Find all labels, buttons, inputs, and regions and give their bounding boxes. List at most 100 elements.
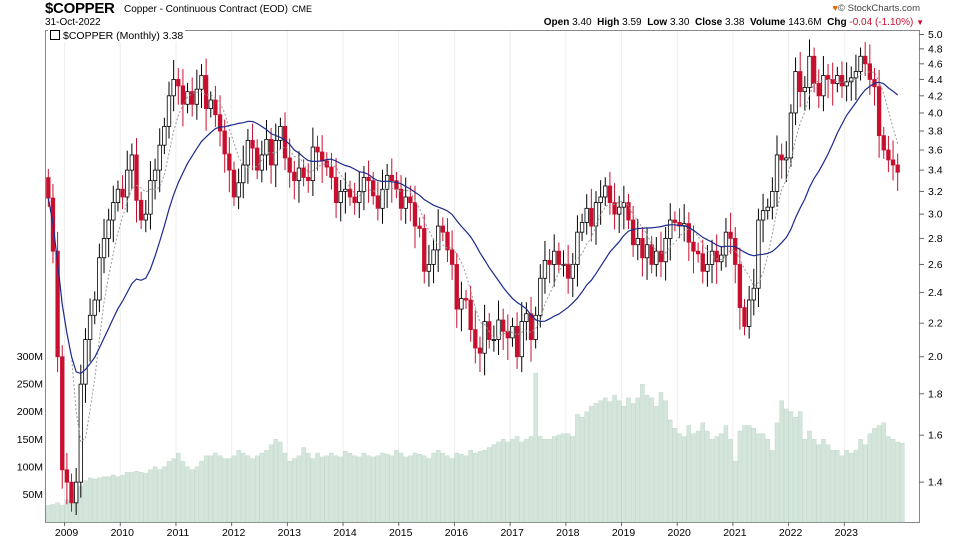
volume-ticks: 300M 250M 200M 150M 100M 50M [17, 351, 43, 501]
volume-bar [347, 452, 353, 523]
volume-bar [231, 455, 237, 523]
candle-body [152, 169, 158, 182]
candle-body [552, 250, 557, 265]
candle-body [319, 151, 325, 162]
candle-body [231, 169, 237, 198]
volume-bar [60, 505, 65, 523]
year-tick-label: 2010 [111, 527, 135, 539]
candle-body [816, 83, 821, 97]
candle-body [273, 139, 278, 166]
volume-bar [310, 458, 316, 523]
price-tick-label: 1.8 [928, 388, 943, 400]
volume-bar [547, 439, 552, 523]
candle-body [120, 188, 125, 198]
candle-body [835, 75, 840, 84]
volume-bar [236, 450, 241, 523]
candle-body [821, 75, 826, 97]
volume-bar [176, 452, 181, 523]
price-tick-label: 1.4 [928, 477, 943, 489]
volume-bar [862, 444, 868, 523]
volume-bar [584, 411, 589, 523]
chg-label: Chg [827, 17, 847, 28]
price-tick-label: 2.8 [928, 233, 943, 245]
candle-body [106, 219, 111, 239]
volume-bar [115, 476, 121, 523]
candle-body [101, 237, 107, 259]
candle-body [798, 71, 803, 93]
volume-bar [890, 439, 896, 523]
volume-bar [524, 439, 529, 523]
candle-body [454, 264, 459, 310]
volume-bar [46, 505, 51, 523]
volume-bar [264, 450, 269, 523]
candle-body [473, 329, 478, 349]
chart-header: $COPPER Copper - Continuous Contract (EO… [0, 0, 960, 30]
volume-bar [756, 433, 761, 523]
year-tick-label: 2022 [779, 527, 803, 539]
candle-body [296, 167, 302, 182]
volume-bar [482, 450, 487, 523]
moving-averages [47, 71, 899, 443]
volume-bar [338, 456, 343, 523]
volume-bar [714, 436, 719, 523]
volume-bar [519, 441, 524, 523]
candle-body [463, 298, 469, 301]
volume-bar [487, 447, 492, 523]
volume-bar [157, 469, 162, 523]
volume-bar [125, 472, 130, 523]
volume-bar [213, 452, 218, 523]
candle-body [46, 177, 51, 199]
volume-bar [315, 452, 320, 523]
volume-bar [180, 461, 186, 523]
price-tick-label: 4.4 [928, 74, 943, 86]
candle-body [565, 264, 571, 279]
price-tick-label: 3.8 [928, 126, 943, 138]
candle-body [570, 264, 575, 279]
candle-body [765, 206, 770, 212]
year-tick-label: 2016 [445, 527, 469, 539]
price-tick-label: 4.8 [928, 43, 943, 55]
candle-body [770, 191, 775, 208]
candle-body [426, 264, 432, 272]
candle-body [654, 250, 659, 265]
volume-bar [737, 430, 743, 523]
open-value: 3.40 [572, 17, 592, 28]
candle-body [111, 202, 116, 221]
candle-body [241, 164, 246, 184]
price-tick-label: 5.0 [928, 29, 943, 41]
price-ticks: 5.0 4.8 4.6 4.4 4.2 4.0 3.8 3.6 3.4 3.2 3.0 2.8 2.6 2… [919, 29, 943, 489]
volume-bar [505, 441, 511, 523]
volume-bar [259, 452, 265, 523]
candle-body [607, 185, 613, 204]
candle-body [259, 154, 264, 171]
volume-bar [816, 444, 821, 523]
candle-body [895, 164, 900, 173]
long-moving-average-line [47, 81, 899, 375]
candle-body [538, 277, 543, 316]
candle-body [389, 174, 394, 182]
candle-body [398, 188, 404, 209]
volume-bar [797, 411, 803, 523]
price-tick-label: 3.2 [928, 186, 943, 198]
candle-body [695, 250, 701, 255]
candle-body [519, 321, 524, 358]
price-tick-label: 4.0 [928, 107, 943, 119]
volume-bar [658, 392, 664, 523]
volume-bar [719, 433, 724, 523]
candle-body [774, 154, 780, 192]
candle-body [784, 157, 789, 161]
volume-bar [807, 430, 812, 523]
year-tick-label: 2021 [723, 527, 747, 539]
candle-body [542, 260, 548, 279]
copyright-label[interactable]: ♥© StockCharts.com [832, 3, 920, 14]
volume-bar [821, 439, 826, 523]
volume-bar [774, 422, 780, 523]
candle-body [802, 87, 808, 93]
volume-bar [426, 458, 432, 523]
candle-body [417, 225, 422, 229]
candle-body [807, 55, 812, 88]
volume-bar [570, 436, 576, 523]
volume-bar [514, 436, 520, 523]
volume-bar [640, 383, 645, 523]
